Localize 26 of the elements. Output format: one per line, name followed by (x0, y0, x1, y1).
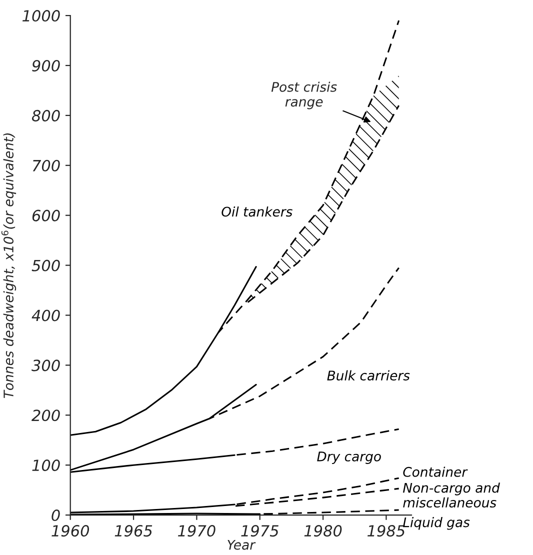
y-tick-label: 800 (32, 110, 60, 122)
annotation: Post crisis range (271, 82, 337, 110)
y-tick-label: 1000 (22, 10, 60, 22)
y-axis-title: Tonnes deadweight, x10$^{6}$(or equivalent) (1, 133, 16, 398)
series-label: Container (403, 466, 468, 477)
series-label: Bulk carriers (327, 370, 410, 381)
y-tick-label: 600 (32, 210, 60, 222)
y-tick-label: 300 (32, 360, 60, 372)
y-tick-label: 500 (32, 260, 60, 272)
x-tick-label: 1960 (52, 525, 90, 537)
x-axis-title: Year (228, 540, 256, 550)
x-tick-label: 1975 (241, 525, 278, 537)
x-tick-label: 1985 (368, 525, 405, 537)
y-tick-label: 700 (32, 160, 60, 172)
series-label: Dry cargo (317, 452, 381, 464)
series-label: Liquid gas (402, 517, 470, 530)
x-tick-label: 1965 (114, 525, 152, 537)
y-tick-label: 100 (32, 460, 60, 472)
x-tick-label: 1980 (304, 525, 342, 537)
series-label: Oil tankers (222, 206, 292, 217)
series-label: Non-cargo and miscellaneous (402, 482, 500, 508)
y-tick-label: 0 (52, 510, 60, 522)
y-tick-label: 400 (32, 310, 60, 322)
y-tick-label: 900 (32, 60, 60, 72)
y-tick-label: 200 (32, 410, 60, 422)
x-tick-label: 1970 (178, 525, 216, 537)
